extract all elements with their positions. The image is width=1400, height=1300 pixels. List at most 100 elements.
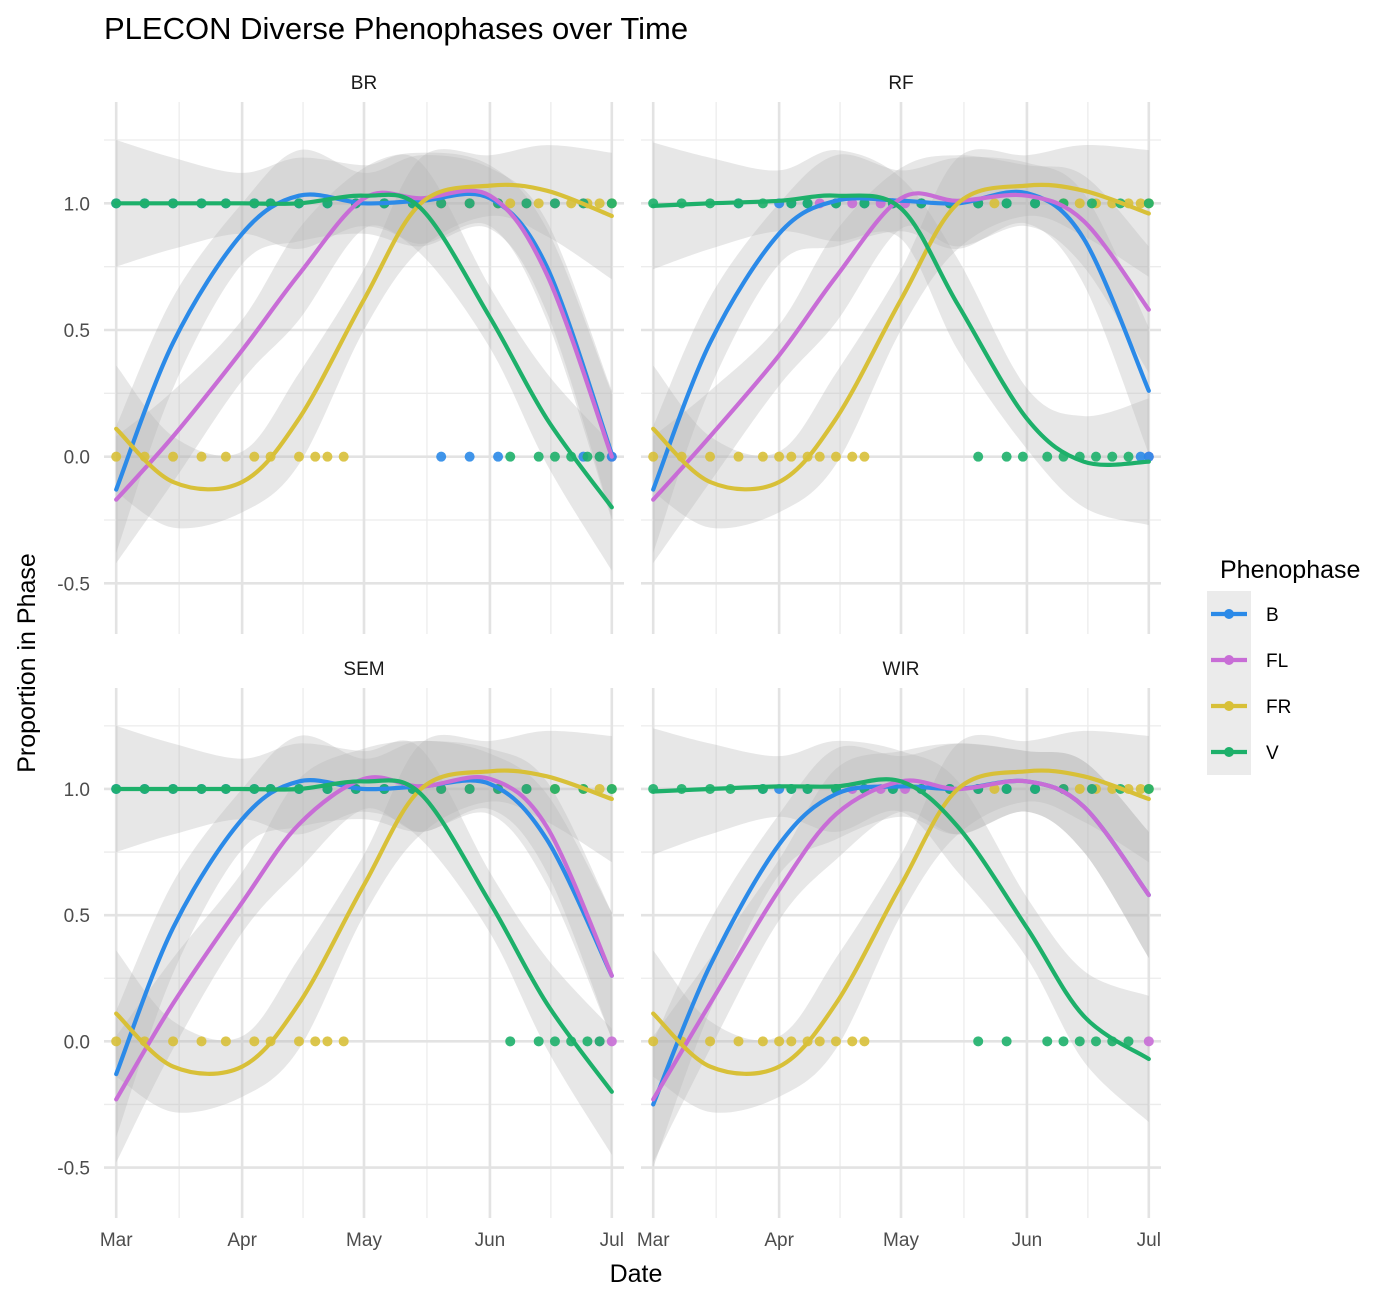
data-point-fr — [831, 1036, 841, 1047]
data-point-v — [1030, 198, 1041, 209]
x-tick-label: Mar — [637, 1230, 670, 1251]
x-tick-label: May — [883, 1230, 919, 1251]
data-point-fr — [594, 198, 605, 209]
trend-line-fr — [114, 768, 614, 1076]
y-tick-label: 1.0 — [64, 194, 90, 215]
x-tick-label: Jun — [475, 1230, 506, 1251]
data-point-fr — [168, 1036, 179, 1047]
data-point-v — [1001, 451, 1012, 462]
data-point-v — [505, 1036, 516, 1047]
data-point-fr — [111, 1036, 122, 1047]
x-tick-label: Apr — [227, 1230, 257, 1251]
data-point-b — [464, 451, 475, 462]
data-point-v — [1001, 1036, 1012, 1047]
data-point-fr — [294, 1036, 304, 1047]
trend-line-v — [651, 193, 1151, 467]
data-point-v — [436, 198, 447, 209]
legend-label: V — [1266, 743, 1279, 764]
data-point-v — [1123, 451, 1134, 462]
data-point-v — [549, 198, 560, 209]
data-point-v — [1001, 783, 1012, 794]
data-point-fr — [338, 1036, 349, 1047]
data-point-fr — [733, 1036, 744, 1047]
confidence-band-v — [653, 142, 1149, 526]
trend-line-b — [651, 189, 1151, 492]
data-point-fr — [294, 451, 304, 462]
data-point-fr — [989, 198, 1000, 209]
legend-item-b: B — [1207, 591, 1279, 637]
chart-title: PLECON Diverse Phenophases over Time — [104, 11, 688, 46]
y-tick-label: 1.0 — [64, 780, 90, 801]
data-point-fr — [648, 451, 659, 462]
data-point-fr — [705, 451, 716, 462]
data-point-fr — [814, 451, 825, 462]
data-point-fr — [648, 1036, 659, 1047]
confidence-band-fr — [653, 730, 1149, 1113]
trend-line-v — [114, 192, 614, 510]
panel-br: BR -0.5 0.0 0.5 1.0 — [57, 73, 624, 634]
panel-strip-label: SEM — [343, 659, 384, 680]
data-point-v — [521, 198, 532, 209]
legend-key-point — [1224, 747, 1234, 757]
confidence-band-fr — [116, 145, 612, 529]
legend-key-point — [1224, 609, 1234, 619]
legend-label: B — [1266, 605, 1279, 626]
data-point-fr — [859, 1036, 870, 1047]
trend-line-fl — [114, 188, 614, 502]
data-point-fr — [786, 451, 797, 462]
data-point-fr — [774, 451, 785, 462]
panel-strip-label: RF — [888, 73, 913, 94]
x-tick-label: Jul — [1137, 1230, 1161, 1251]
data-point-v — [464, 198, 475, 209]
y-axis-title: Proportion in Phase — [13, 553, 41, 773]
data-point-fr — [847, 1036, 858, 1047]
data-point-fr — [774, 1036, 785, 1047]
legend-item-v: V — [1207, 729, 1279, 775]
confidence-band-v — [653, 728, 1149, 1123]
y-tick-label: 0.0 — [64, 448, 90, 469]
data-point-fr — [757, 451, 768, 462]
data-point-fl — [847, 198, 858, 209]
data-point-v — [1042, 1036, 1053, 1047]
data-point-fr — [786, 1036, 797, 1047]
y-tick-label: 0.5 — [64, 906, 90, 927]
legend-title: Phenophase — [1220, 556, 1360, 584]
data-point-fr — [757, 1036, 768, 1047]
data-point-fr — [220, 451, 231, 462]
data-point-v — [549, 783, 560, 794]
data-point-fr — [859, 451, 870, 462]
data-point-fr — [1074, 783, 1085, 794]
data-point-v — [533, 1036, 544, 1047]
data-point-v — [606, 783, 617, 794]
confidence-band-fr — [116, 730, 612, 1113]
data-point-fr — [168, 451, 179, 462]
data-point-v — [973, 1036, 984, 1047]
data-point-v — [549, 451, 560, 462]
data-point-fr — [847, 451, 858, 462]
data-point-v — [582, 1036, 593, 1047]
y-tick-label: -0.5 — [57, 1159, 90, 1180]
x-axis-title: Date — [610, 1260, 663, 1288]
panel-strip-label: WIR — [883, 659, 920, 680]
legend-key-point — [1224, 701, 1234, 711]
panel-sem: SEM -0.5 0.0 0.5 1.0 Mar Apr May Jun Jul — [57, 659, 624, 1251]
x-tick-label: Apr — [764, 1230, 794, 1251]
data-point-fr — [989, 783, 1000, 794]
data-point-fr — [196, 451, 207, 462]
data-point-v — [1091, 451, 1101, 462]
data-point-fr — [831, 451, 841, 462]
facet-panels: BR -0.5 0.0 0.5 1.0 RF SEM -0.5 0.0 0.5 1.0 Mar Apr M… — [57, 73, 1161, 1251]
data-point-v — [582, 451, 593, 462]
data-point-fr — [220, 1036, 231, 1047]
x-tick-label: Mar — [100, 1230, 133, 1251]
data-point-v — [521, 783, 532, 794]
data-point-v — [973, 451, 984, 462]
data-point-v — [1086, 783, 1097, 794]
legend-label: FL — [1266, 651, 1288, 672]
data-point-fr — [196, 1036, 207, 1047]
legend-label: FR — [1266, 697, 1291, 718]
confidence-band-fl — [116, 741, 612, 1163]
x-tick-label: Jul — [600, 1230, 624, 1251]
data-point-v — [1107, 451, 1118, 462]
